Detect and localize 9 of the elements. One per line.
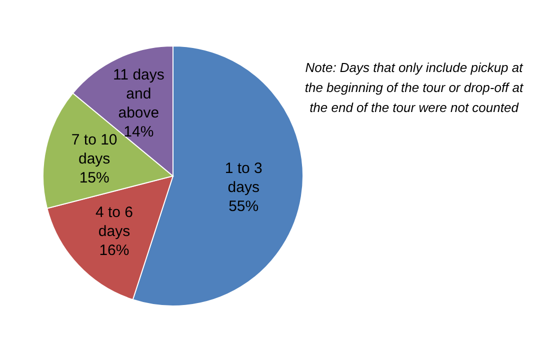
slice-label: 4 to 6 days: [95, 204, 134, 240]
slice-label: 7 to 10 days: [71, 130, 118, 167]
data-label: 55%: [228, 198, 259, 215]
data-label: 14%: [124, 123, 154, 140]
slice-label: 11 days and above: [112, 66, 164, 122]
text: Note: Days that only include pickup at the beginning of the tour or drop-off at the end of the tour were not counted: [304, 59, 524, 117]
data-label: 16%: [99, 242, 130, 259]
data-label: 15%: [79, 168, 110, 186]
slice-label: 1 to 3 days: [224, 160, 262, 196]
